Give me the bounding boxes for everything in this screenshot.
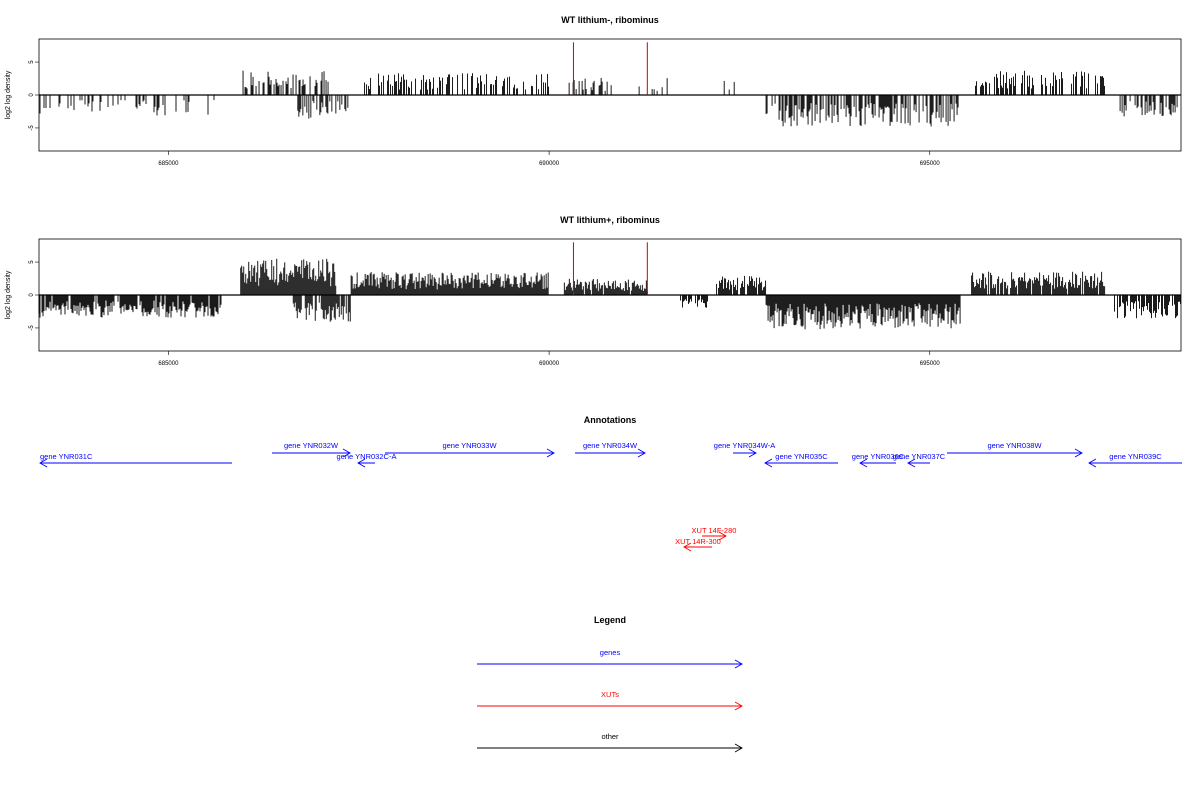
feature-label: gene YNR035C [775,452,828,461]
feature-arrowhead [718,531,727,541]
feature-arrowhead [907,458,916,468]
y-tick-label: 5 [29,260,35,264]
feature-arrowhead [546,448,555,458]
feature-arrowhead [683,542,692,552]
legend-arrowhead [734,743,743,753]
feature-gene-ynr032w: gene YNR032W [272,441,351,458]
y-axis-label: log2 log density [5,70,12,119]
feature-gene-ynr035c: gene YNR035C [764,452,838,468]
panel-title: WT lithium+, ribominus [560,215,660,225]
signal-bars [39,70,1178,127]
x-tick-label: 690000 [539,161,560,167]
feature-label: gene YNR038W [987,441,1042,450]
panel-title: WT lithium-, ribominus [561,15,659,25]
x-tick-label: 690000 [539,361,560,367]
feature-gene-ynr037c: gene YNR037C [893,452,946,468]
legend-arrowhead [734,701,743,711]
y-tick-label: 0 [29,293,35,297]
legend-label: XUTs [601,690,619,699]
feature-gene-ynr032c-a: gene YNR032C-A [337,452,397,468]
feature-label: gene YNR036C [852,452,905,461]
feature-label: gene YNR039C [1109,452,1162,461]
feature-arrowhead [1088,458,1097,468]
feature-arrowhead [859,458,868,468]
feature-label: gene YNR034W-A [714,441,775,450]
feature-arrowhead [1074,448,1083,458]
signal-bars [38,258,1181,330]
feature-gene-ynr034w-a: gene YNR034W-A [714,441,775,458]
legend-label: genes [600,648,621,657]
legend-arrowhead [734,659,743,669]
legend-entry-xuts: XUTs [477,690,743,711]
feature-arrowhead [357,458,366,468]
feature-label: gene YNR034W [583,441,638,450]
feature-xut-14f-280: XUT 14F-280 [692,526,737,541]
track-panel-2: WT lithium+, ribominus -5 0 5 log2 log densi… [5,215,1182,367]
feature-gene-ynr036c: gene YNR036C [852,452,905,468]
feature-arrowhead [39,458,48,468]
feature-label: XUT 14R-300 [675,537,721,546]
x-tick-label: 695000 [920,161,941,167]
feature-label: gene YNR031C [40,452,93,461]
annotation-track: Annotations gene YNR031C gene YNR032W gene … [39,415,1182,552]
legend: Legend genes XUTs other [477,615,743,753]
feature-label: gene YNR032C-A [337,452,397,461]
x-tick-label: 685000 [158,361,179,367]
feature-label: gene YNR037C [893,452,946,461]
y-tick-label: 5 [29,60,35,64]
legend-title: Legend [594,615,626,625]
legend-entry-genes: genes [477,648,743,669]
feature-arrowhead [764,458,773,468]
feature-gene-ynr034w: gene YNR034W [575,441,646,458]
y-axis-label: log2 log density [5,270,12,319]
feature-arrowhead [637,448,646,458]
feature-xut-14r-300: XUT 14R-300 [675,537,721,552]
feature-label: gene YNR033W [442,441,497,450]
feature-label: XUT 14F-280 [692,526,737,535]
x-tick-label: 685000 [158,161,179,167]
track-panel-1: WT lithium-, ribominus -5 0 5 log2 log densi… [5,15,1182,167]
feature-gene-ynr038w: gene YNR038W [947,441,1083,458]
y-tick-label: -5 [29,325,35,331]
feature-gene-ynr031c: gene YNR031C [39,452,232,468]
feature-arrowhead [342,448,351,458]
legend-entry-other: other [477,732,743,753]
x-tick-label: 695000 [920,361,941,367]
feature-gene-ynr039c: gene YNR039C [1088,452,1182,468]
feature-label: gene YNR032W [284,441,339,450]
y-tick-label: 0 [29,93,35,97]
legend-label: other [601,732,619,741]
annotations-title: Annotations [584,415,637,425]
feature-gene-ynr033w: gene YNR033W [385,441,555,458]
y-tick-label: -5 [29,125,35,131]
feature-arrowhead [748,448,757,458]
